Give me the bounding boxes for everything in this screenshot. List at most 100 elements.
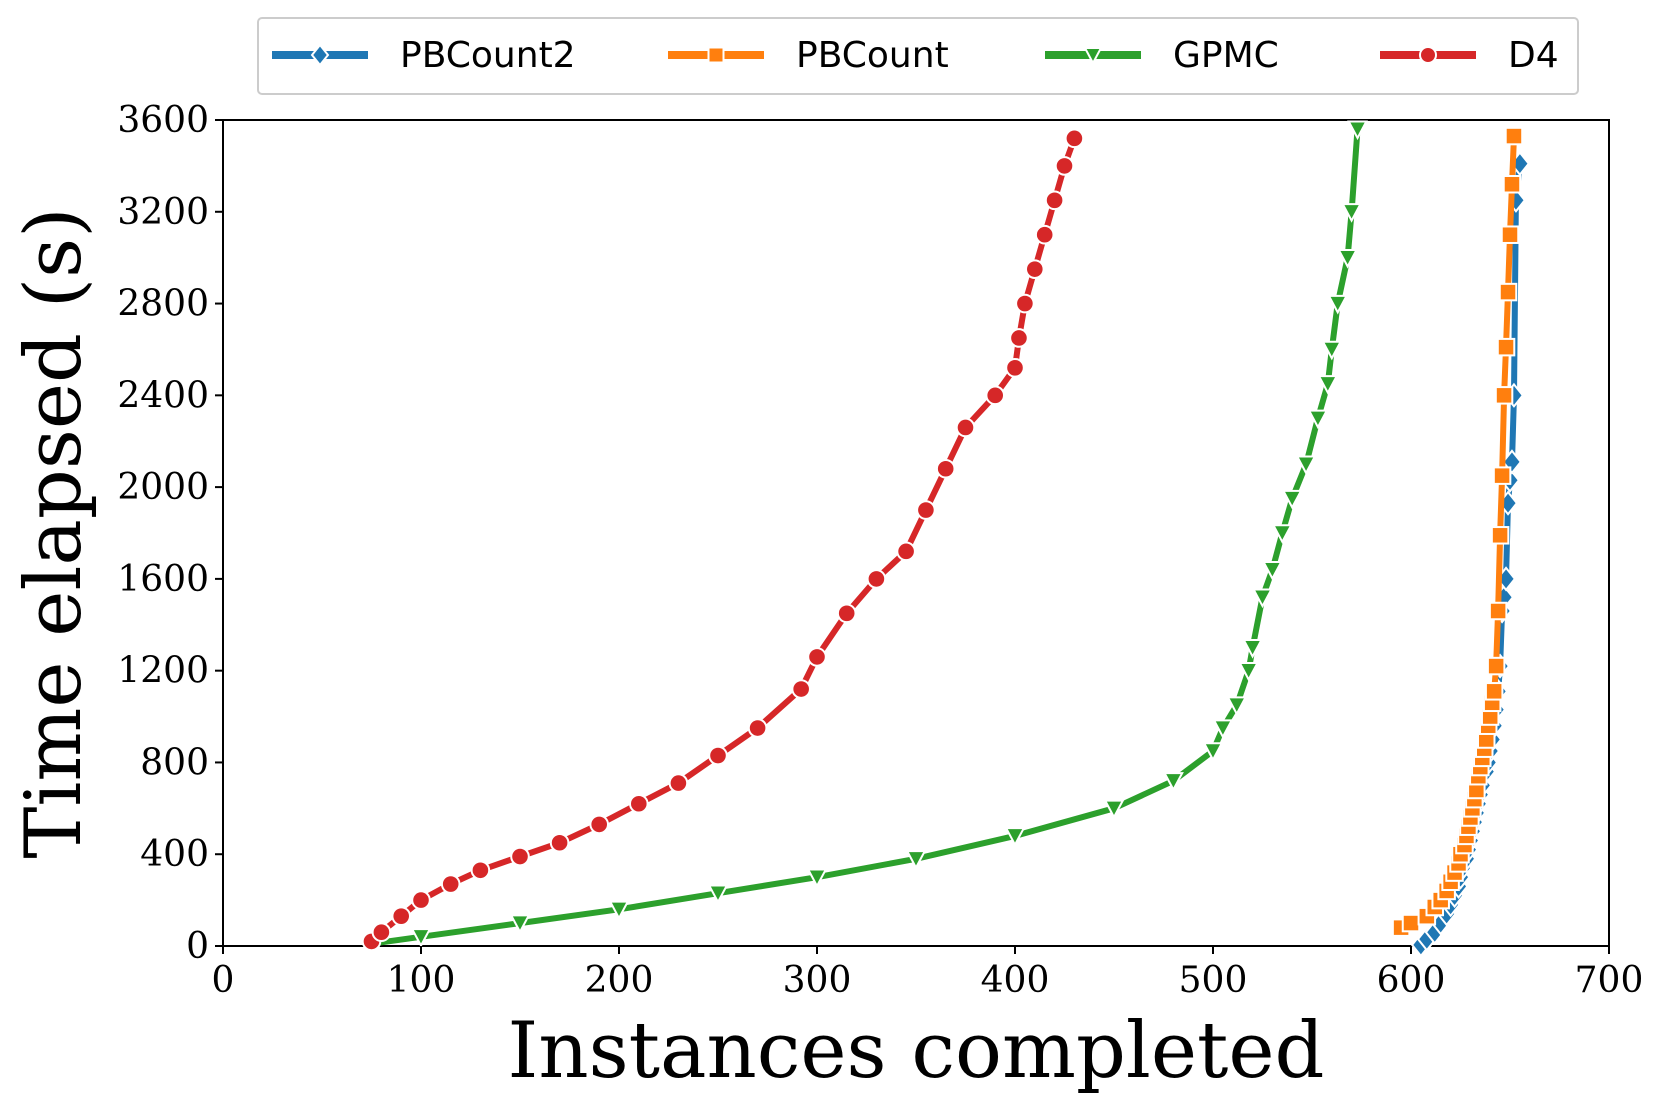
data-point — [440, 874, 461, 894]
data-point — [510, 846, 530, 867]
legend-item-d4: D4 — [1380, 35, 1559, 76]
legend-frame — [257, 17, 1579, 95]
data-point — [896, 541, 916, 562]
legend-swatch-marker — [707, 46, 725, 64]
data-point — [1015, 293, 1035, 314]
data-point — [1307, 409, 1329, 430]
y-tick-label: 0 — [186, 926, 209, 967]
y-tick-label: 3200 — [117, 192, 209, 233]
data-point — [916, 500, 936, 520]
data-point — [1044, 190, 1065, 211]
data-point — [935, 458, 956, 479]
series-pbcount — [1391, 126, 1524, 937]
data-point — [747, 718, 768, 738]
legend-swatch-marker — [310, 43, 330, 67]
data-point — [1103, 799, 1125, 820]
data-point — [1242, 639, 1264, 659]
y-tick-label: 800 — [140, 742, 209, 783]
data-point — [1492, 466, 1512, 485]
data-point — [1202, 742, 1224, 762]
data-point — [1494, 386, 1514, 405]
legend-item-gpmc: GPMC — [1045, 35, 1279, 76]
data-point — [1347, 120, 1369, 141]
x-tick-label: 500 — [1179, 960, 1248, 1001]
data-point — [1252, 588, 1273, 609]
data-point — [1496, 337, 1516, 357]
data-point — [807, 647, 827, 667]
legend-label: PBCount2 — [400, 35, 576, 76]
y-axis-title: Time elapsed (s) — [9, 207, 99, 858]
data-point — [955, 417, 976, 438]
x-tick-label: 700 — [1575, 960, 1644, 1001]
x-tick-label: 400 — [981, 960, 1050, 1001]
data-point — [1064, 128, 1085, 149]
x-axis: 0 100 200 300 400 500 600 700 — [212, 946, 1644, 1001]
series-line — [368, 135, 1078, 945]
data-point — [707, 884, 729, 905]
y-axis: 0 400 800 1200 1600 2000 2400 2800 3200 3600 — [117, 100, 223, 967]
legend-item-pbcount2: PBCount2 — [272, 35, 576, 76]
data-point — [1025, 259, 1045, 279]
x-tick-label: 600 — [1377, 960, 1446, 1001]
data-point — [1317, 375, 1339, 395]
data-point — [806, 868, 828, 889]
legend: PBCount2 PBCount GPMC D4 — [257, 17, 1579, 95]
x-tick-label: 300 — [783, 960, 852, 1001]
data-point — [1484, 682, 1504, 701]
data-point — [1341, 203, 1363, 223]
plot-area — [222, 119, 1610, 947]
legend-swatch-marker — [1083, 47, 1103, 66]
legend-label: D4 — [1508, 35, 1559, 76]
y-tick-label: 2400 — [117, 375, 209, 416]
data-point — [1054, 156, 1075, 176]
data-point — [1401, 913, 1421, 933]
legend-label: PBCount — [796, 35, 949, 76]
y-tick-label: 400 — [140, 834, 209, 875]
data-point — [1498, 282, 1518, 302]
data-point — [589, 814, 610, 835]
series-gpmc — [361, 120, 1369, 955]
data-point — [1337, 248, 1359, 269]
legend-label: GPMC — [1173, 35, 1279, 76]
data-point — [1005, 358, 1025, 378]
data-point — [1261, 561, 1283, 581]
data-point — [371, 922, 392, 943]
data-point — [1295, 455, 1317, 476]
data-point — [608, 900, 630, 921]
y-tick-label: 1600 — [117, 559, 209, 600]
y-tick-label: 1200 — [117, 651, 209, 692]
x-tick-label: 0 — [212, 960, 235, 1001]
data-point — [1212, 719, 1234, 739]
y-tick-label: 2000 — [117, 467, 209, 508]
data-point — [985, 385, 1006, 406]
data-point — [629, 793, 649, 814]
y-tick-label: 2800 — [117, 284, 209, 325]
data-point — [866, 569, 887, 589]
data-point — [410, 928, 432, 948]
data-point — [905, 850, 927, 870]
data-point — [836, 603, 857, 624]
series-d4 — [361, 128, 1085, 952]
data-point — [1486, 656, 1506, 676]
legend-swatch-marker — [1419, 46, 1437, 64]
data-point — [411, 890, 431, 910]
data-point — [509, 914, 531, 934]
data-point — [391, 906, 412, 926]
x-axis-title: Instances completed — [508, 1006, 1325, 1096]
data-point — [1238, 661, 1260, 682]
data-point — [549, 832, 570, 853]
data-point — [1488, 601, 1508, 621]
data-point — [1162, 772, 1184, 792]
data-point — [1502, 174, 1522, 194]
series-line — [368, 126, 1361, 947]
data-point — [1226, 696, 1248, 717]
data-point — [1500, 225, 1520, 244]
data-point — [1490, 526, 1510, 545]
x-tick-label: 200 — [585, 960, 654, 1001]
data-point — [1009, 328, 1029, 348]
y-tick-label: 3600 — [117, 100, 209, 141]
data-point — [1327, 294, 1349, 315]
x-tick-label: 100 — [387, 960, 456, 1001]
data-point — [791, 679, 811, 699]
